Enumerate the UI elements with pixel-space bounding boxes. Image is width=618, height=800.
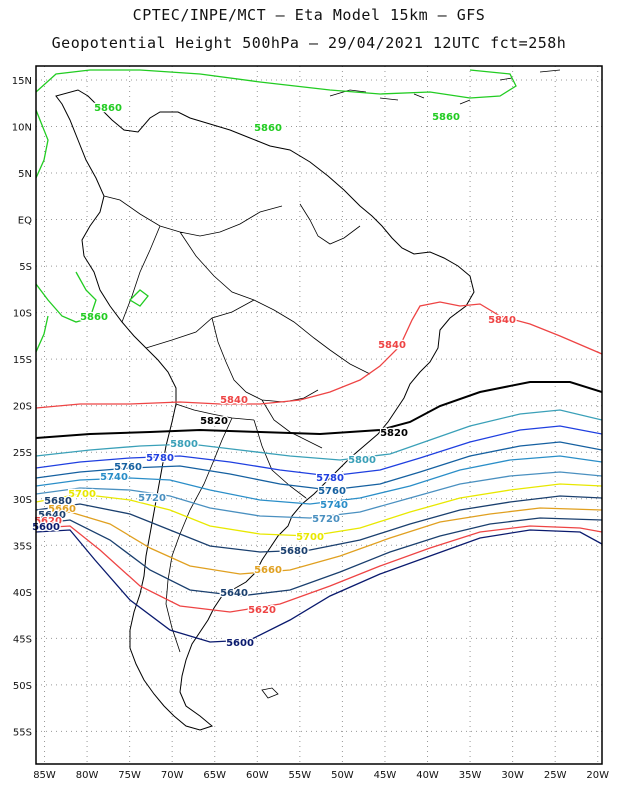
contour-label-5820: 5820 (380, 428, 408, 439)
contour-label-5720: 5720 (138, 493, 166, 504)
contour-label-5860: 5860 (80, 312, 108, 323)
contour-label-5640: 5640 (220, 588, 248, 599)
contour-5600 (36, 529, 602, 643)
lon-tick-label: 55W (289, 770, 312, 781)
contour-label-5600: 5600 (226, 638, 254, 649)
contour-5740 (36, 455, 602, 505)
contour-label-5680: 5680 (280, 546, 308, 557)
contour-5660 (36, 507, 602, 575)
south-america-coastline (55, 89, 475, 731)
lat-tick-label: 25S (13, 448, 32, 459)
contour-label-5840: 5840 (220, 395, 248, 406)
contour-5760 (36, 441, 602, 491)
contour-5860 (36, 315, 49, 353)
lat-tick-label: 35S (13, 541, 32, 552)
contour-5860 (36, 69, 517, 99)
lat-tick-label: 30S (13, 495, 32, 506)
chart-title-line-2: Geopotential Height 500hPa – 29/04/2021 … (51, 34, 567, 52)
lat-tick-label: 20S (13, 402, 32, 413)
contour-5860 (128, 289, 149, 307)
lat-tick-label: 45S (13, 634, 32, 645)
contour-label-5700: 5700 (296, 532, 324, 543)
lon-tick-label: 60W (246, 770, 269, 781)
country-borders (103, 195, 371, 653)
lat-tick-label: 5S (19, 262, 32, 273)
contour-5840 (36, 301, 602, 409)
caribbean-islands (329, 69, 561, 105)
contour-label-5860: 5860 (254, 123, 282, 134)
lat-tick-label: 5N (18, 169, 32, 180)
contour-label-5780: 5780 (316, 473, 344, 484)
lon-tick-label: 20W (586, 770, 609, 781)
contour-5860 (36, 109, 49, 179)
contour-5780 (36, 425, 602, 477)
lon-tick-label: 65W (203, 770, 226, 781)
contour-label-5600: 5600 (32, 522, 60, 533)
contour-label-5780: 5780 (146, 453, 174, 464)
contour-label-5620: 5620 (34, 516, 62, 527)
contour-label-5740: 5740 (320, 500, 348, 511)
lon-tick-label: 80W (76, 770, 99, 781)
contour-5620 (36, 525, 602, 613)
lat-tick-label: 10N (12, 122, 32, 133)
lon-tick-label: 25W (544, 770, 567, 781)
lon-tick-label: 30W (501, 770, 524, 781)
contour-label-5680: 5680 (44, 496, 72, 507)
lat-tick-label: 15S (13, 355, 32, 366)
contour-5680 (36, 495, 602, 553)
contour-label-5760: 5760 (318, 486, 346, 497)
falkland-islands (261, 687, 279, 699)
lon-tick-label: 85W (33, 770, 56, 781)
contour-label-5740: 5740 (100, 472, 128, 483)
lon-tick-label: 40W (416, 770, 439, 781)
lon-tick-label: 70W (161, 770, 184, 781)
contour-label-5800: 5800 (348, 455, 376, 466)
contour-label-5720: 5720 (312, 514, 340, 525)
contour-label-5860: 5860 (432, 112, 460, 123)
lat-tick-label: 40S (13, 588, 32, 599)
lon-tick-label: 45W (374, 770, 397, 781)
contour-label-5860: 5860 (94, 103, 122, 114)
lat-tick-label: 55S (13, 727, 32, 738)
contour-5820 (36, 381, 602, 439)
contour-label-5760: 5760 (114, 462, 142, 473)
contour-label-5840: 5840 (378, 340, 406, 351)
contour-5700 (36, 483, 602, 537)
lon-tick-label: 50W (331, 770, 354, 781)
contour-label-5800: 5800 (170, 439, 198, 450)
contour-label-5660: 5660 (48, 504, 76, 515)
contour-label-5840: 5840 (488, 315, 516, 326)
contour-5860 (36, 271, 97, 323)
lat-tick-label: EQ (18, 216, 32, 227)
contour-label-5640: 5640 (38, 510, 66, 521)
chart-title-line-1: CPTEC/INPE/MCT – Eta Model 15km – GFS (132, 6, 486, 24)
lon-tick-label: 35W (459, 770, 482, 781)
contour-5640 (36, 517, 602, 597)
contour-label-5660: 5660 (254, 565, 282, 576)
contour-5720 (36, 471, 602, 519)
contour-label-5700: 5700 (68, 489, 96, 500)
contour-label-5620: 5620 (248, 605, 276, 616)
contour-5800 (36, 409, 602, 461)
lon-tick-label: 75W (118, 770, 141, 781)
lat-tick-label: 50S (13, 681, 32, 692)
lat-tick-label: 10S (13, 309, 32, 320)
map-frame (35, 65, 603, 765)
contour-label-5820: 5820 (200, 416, 228, 427)
lat-tick-label: 15N (12, 76, 32, 87)
